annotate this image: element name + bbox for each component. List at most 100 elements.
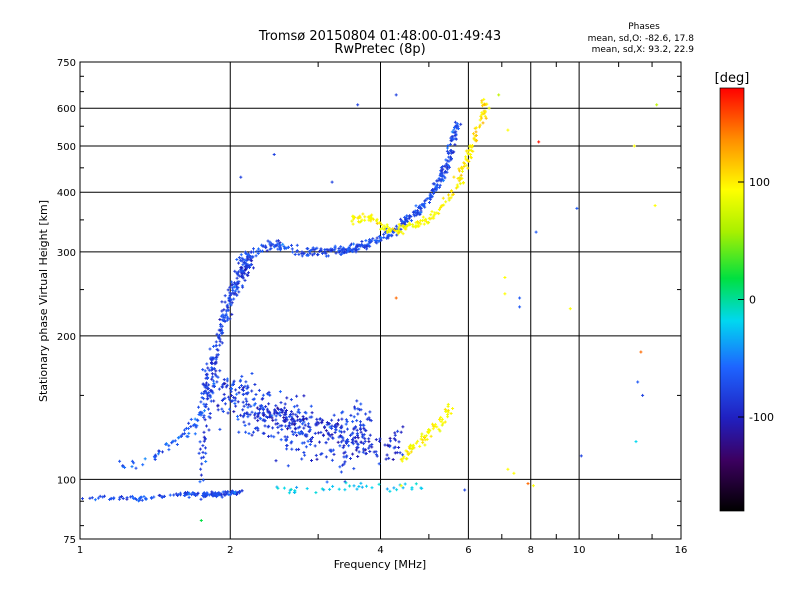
data-point bbox=[236, 273, 240, 277]
data-point bbox=[230, 387, 233, 391]
data-point bbox=[255, 249, 259, 253]
plot-frame bbox=[79, 61, 682, 540]
data-point bbox=[428, 201, 431, 204]
data-point bbox=[460, 176, 464, 180]
data-point bbox=[279, 438, 283, 442]
data-point bbox=[201, 450, 205, 454]
data-point bbox=[395, 233, 399, 237]
data-point bbox=[252, 250, 255, 254]
data-point bbox=[478, 123, 482, 127]
data-point bbox=[244, 402, 248, 406]
data-point bbox=[419, 222, 423, 226]
data-point bbox=[161, 450, 164, 454]
data-point bbox=[421, 219, 424, 223]
data-point bbox=[432, 216, 436, 220]
data-point bbox=[202, 402, 206, 406]
data-point bbox=[160, 496, 164, 499]
data-point bbox=[276, 406, 280, 410]
data-point bbox=[367, 244, 371, 248]
data-point bbox=[187, 491, 191, 495]
data-point bbox=[351, 439, 355, 443]
data-point bbox=[439, 179, 443, 183]
data-point bbox=[228, 398, 232, 402]
data-point bbox=[298, 425, 302, 429]
data-point bbox=[201, 368, 205, 372]
data-point bbox=[384, 457, 388, 461]
data-point bbox=[302, 420, 306, 424]
data-point bbox=[232, 395, 236, 399]
data-point bbox=[399, 430, 403, 434]
data-point bbox=[178, 491, 182, 495]
data-point bbox=[274, 404, 278, 408]
data-point bbox=[242, 388, 245, 392]
data-point bbox=[242, 269, 246, 273]
data-point bbox=[191, 492, 195, 496]
data-point bbox=[282, 413, 286, 417]
x-tick-label: 6 bbox=[465, 545, 471, 556]
y-axis-label: Stationary phase Virtual Height [km] bbox=[37, 200, 50, 402]
data-point bbox=[227, 395, 231, 399]
data-point bbox=[323, 248, 327, 251]
data-point bbox=[534, 230, 538, 234]
data-point bbox=[300, 422, 304, 426]
data-point bbox=[341, 446, 345, 450]
data-point bbox=[349, 433, 352, 437]
data-point bbox=[197, 451, 201, 455]
data-point bbox=[272, 245, 276, 249]
data-point bbox=[212, 384, 216, 388]
data-point bbox=[388, 436, 392, 440]
data-point bbox=[214, 374, 218, 378]
data-point bbox=[341, 438, 345, 442]
data-point bbox=[294, 413, 298, 417]
data-point bbox=[446, 404, 450, 408]
data-point bbox=[340, 426, 344, 430]
data-point bbox=[420, 434, 424, 438]
data-point bbox=[241, 392, 245, 396]
data-point bbox=[255, 406, 259, 410]
data-point bbox=[258, 407, 262, 411]
data-point bbox=[240, 374, 244, 378]
data-point bbox=[280, 408, 284, 412]
data-point bbox=[314, 247, 318, 251]
data-point bbox=[109, 496, 113, 500]
data-point bbox=[306, 247, 310, 251]
data-point bbox=[221, 385, 224, 389]
data-point bbox=[228, 285, 232, 289]
data-point bbox=[331, 484, 335, 488]
data-point bbox=[198, 447, 202, 451]
data-point bbox=[446, 144, 450, 147]
data-point bbox=[333, 244, 337, 248]
data-point bbox=[296, 426, 300, 430]
data-point bbox=[229, 394, 233, 397]
data-point bbox=[446, 146, 449, 150]
data-point bbox=[400, 219, 404, 223]
data-point bbox=[345, 441, 348, 445]
data-point bbox=[427, 429, 431, 433]
data-point bbox=[349, 413, 353, 417]
data-point bbox=[290, 440, 294, 444]
data-point bbox=[447, 196, 451, 200]
data-point bbox=[220, 495, 224, 499]
data-point bbox=[241, 285, 245, 289]
data-point bbox=[439, 419, 443, 423]
data-point bbox=[183, 432, 187, 436]
data-point bbox=[328, 248, 332, 252]
data-point bbox=[275, 485, 279, 489]
data-point bbox=[207, 428, 211, 432]
data-point bbox=[217, 491, 221, 495]
data-point bbox=[285, 435, 289, 439]
data-point bbox=[237, 261, 241, 265]
data-point bbox=[316, 431, 320, 435]
data-point bbox=[266, 409, 270, 413]
data-point bbox=[341, 463, 345, 467]
data-point bbox=[330, 424, 334, 428]
data-point bbox=[217, 336, 221, 340]
data-point bbox=[213, 372, 217, 376]
data-point bbox=[199, 456, 203, 460]
data-point bbox=[438, 174, 442, 178]
data-point bbox=[223, 493, 227, 497]
data-point bbox=[268, 240, 272, 244]
data-point bbox=[144, 497, 147, 501]
data-point bbox=[449, 138, 453, 142]
data-point bbox=[219, 327, 223, 331]
